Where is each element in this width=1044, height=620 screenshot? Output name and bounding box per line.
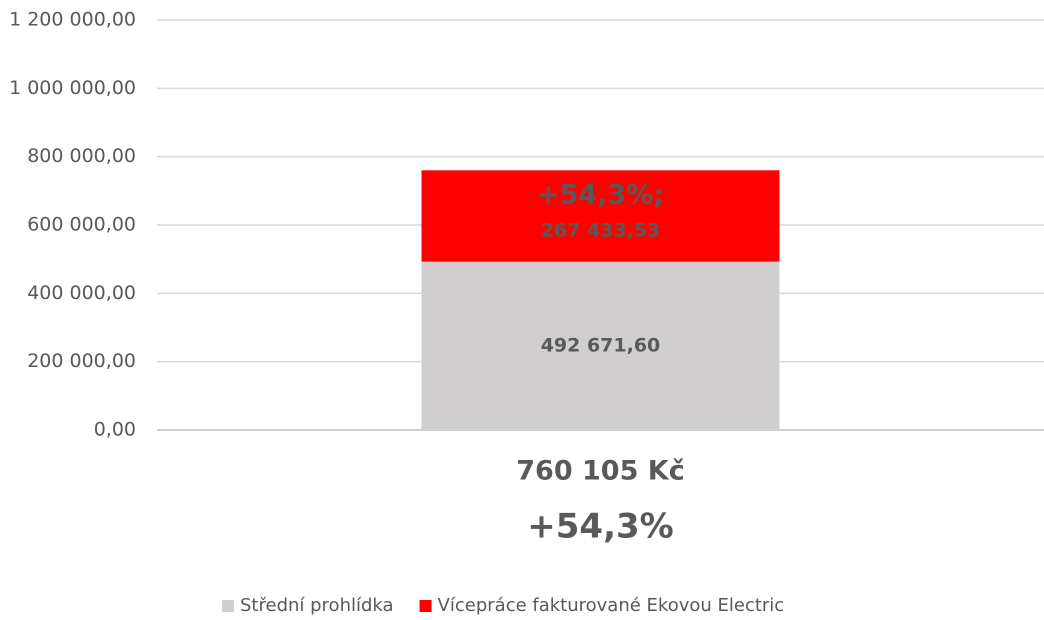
legend-label: Vícepráce fakturované Ekovou Electric [438, 595, 785, 616]
y-tick-label: 1 200 000,00 [9, 9, 136, 31]
legend-swatch [222, 600, 234, 612]
bar-segment [421, 170, 780, 262]
y-tick-label: 0,00 [94, 419, 136, 441]
x-tick-label: 760 105 Kč [516, 456, 684, 487]
y-tick-label: 600 000,00 [27, 214, 136, 236]
annotation: +54,3% [527, 507, 673, 547]
data-label: +54,3%; [537, 179, 664, 210]
data-label: 492 671,60 [541, 334, 661, 356]
bar-segment [421, 261, 780, 430]
y-tick-label: 400 000,00 [27, 282, 136, 304]
legend-swatch [419, 600, 432, 612]
legend-label: Střední prohlídka [240, 595, 394, 616]
y-tick-label: 200 000,00 [27, 350, 136, 372]
data-label: 267 433,53 [541, 219, 661, 241]
y-tick-label: 1 000 000,00 [9, 77, 136, 99]
y-tick-label: 800 000,00 [27, 145, 136, 167]
